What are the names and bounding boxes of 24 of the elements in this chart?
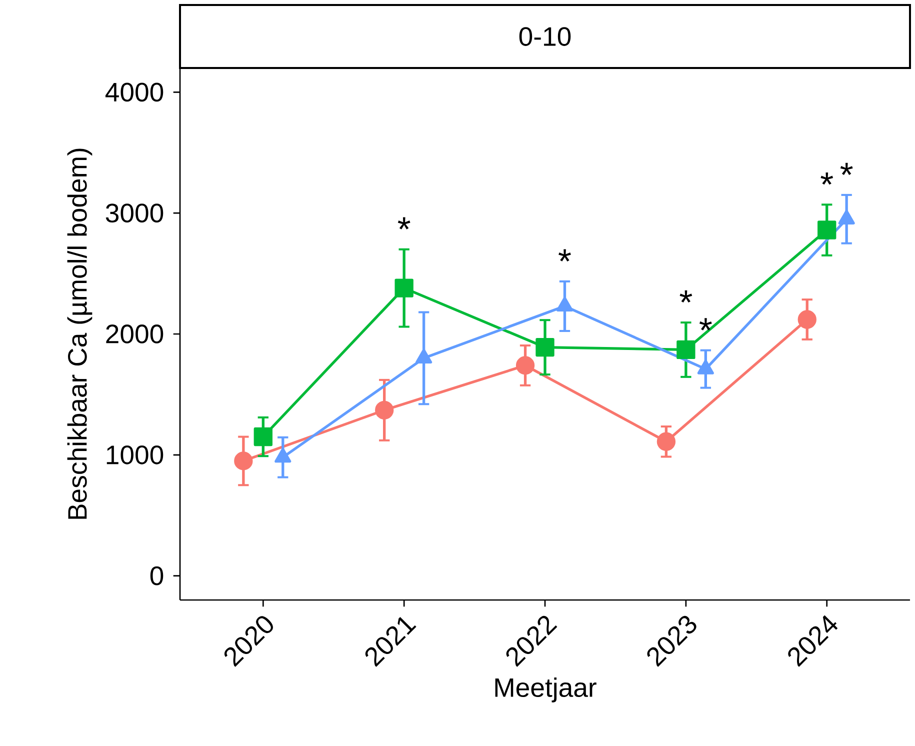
point — [516, 356, 535, 375]
x-axis-title: Meetjaar — [495, 677, 596, 702]
chart-title: 0-10 — [519, 27, 571, 46]
annotation: * — [680, 290, 692, 303]
annotation: * — [840, 162, 853, 175]
point — [375, 400, 394, 420]
point — [394, 278, 414, 298]
point — [234, 452, 253, 470]
annotation: * — [398, 217, 410, 230]
y-tick-label: 4000 — [105, 82, 164, 102]
y-axis-title: Beschikbaar Ca (µmol/l bodem) — [67, 148, 92, 519]
y-tick-label: 3000 — [106, 204, 164, 223]
annotation: * — [820, 172, 834, 185]
y-tick-label: 2000 — [106, 324, 164, 344]
y-tick-label: 1000 — [106, 445, 164, 464]
point — [656, 432, 676, 451]
point — [818, 220, 836, 240]
point — [676, 340, 696, 360]
point — [798, 310, 816, 329]
point — [536, 338, 554, 357]
point — [254, 427, 272, 446]
annotation: * — [558, 249, 571, 262]
annotation: * — [699, 318, 712, 330]
y-tick-label: 0 — [150, 566, 164, 586]
